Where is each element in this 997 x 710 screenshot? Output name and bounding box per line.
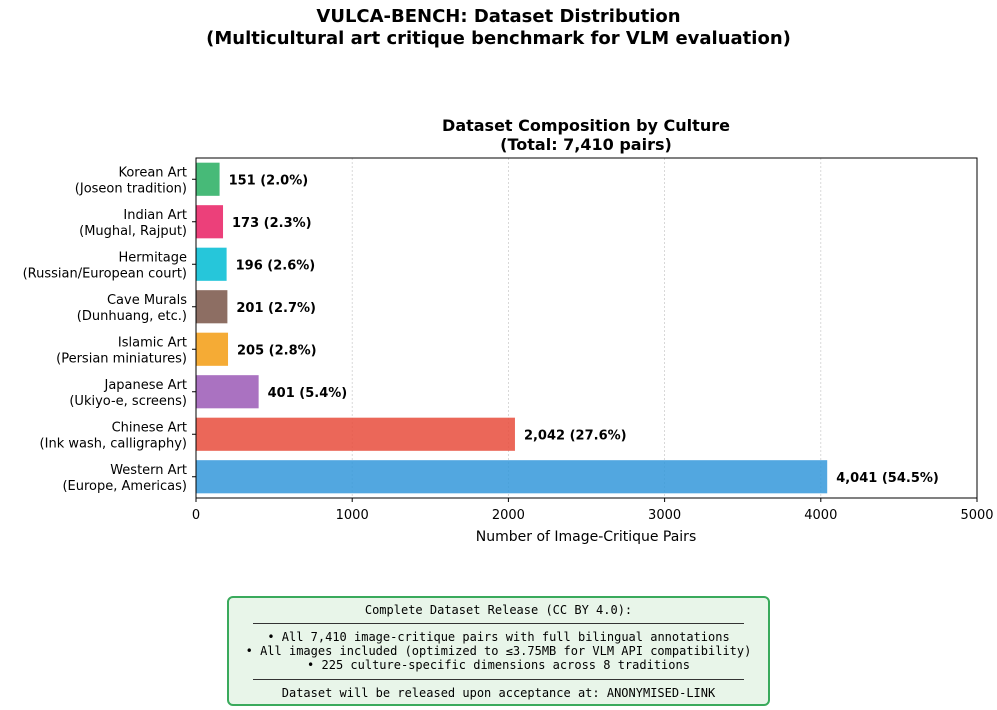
y-tick-label-line-2: (Ukiyo-e, screens) — [69, 394, 187, 409]
bar — [196, 162, 220, 196]
y-tick-label-line-1: Islamic Art — [118, 335, 187, 350]
x-tick-label: 0 — [192, 508, 200, 523]
y-tick-label-line-2: (Joseon tradition) — [75, 181, 187, 196]
chart-title-line-1: Dataset Composition by Culture — [442, 116, 730, 135]
release-note-heading: Complete Dataset Release (CC BY 4.0): — [364, 603, 633, 617]
y-tick-label-line-2: (Persian miniatures) — [56, 351, 187, 366]
bars: 4,041 (54.5%) 2,042 (27.6%) 401 (5.4%) 205 … — [196, 162, 939, 494]
y-tick-label-line-1: Cave Murals — [107, 293, 187, 308]
y-tick-label-line-1: Japanese Art — [104, 378, 188, 393]
y-axis-labels: Western Art(Europe, Americas) Chinese Art… — [23, 165, 196, 494]
release-note-rule-bottom — [253, 679, 744, 680]
grid-lines — [351, 158, 822, 498]
y-tick-label-line-1: Korean Art — [118, 165, 187, 180]
bar-chart: Dataset Composition by Culture (Total: 7… — [23, 116, 994, 545]
x-tick-label: 5000 — [960, 508, 993, 523]
x-axis-ticks: 0 1000 2000 3000 4000 5000 — [192, 498, 994, 523]
release-note-box: Complete Dataset Release (CC BY 4.0): • … — [227, 596, 770, 706]
bar-value-label: 151 (2.0%) — [229, 173, 309, 188]
bar — [196, 417, 515, 451]
y-tick-label-line-2: (Ink wash, calligraphy) — [40, 436, 187, 451]
bar — [196, 375, 259, 409]
figure-title-line-2: (Multicultural art critique benchmark fo… — [206, 28, 791, 49]
bar-value-label: 173 (2.3%) — [232, 216, 312, 231]
release-note-bullet-3: • 225 culture-specific dimensions across… — [307, 658, 690, 672]
bar — [196, 205, 224, 239]
y-tick-label-line-1: Chinese Art — [112, 420, 187, 435]
y-tick-label-line-1: Western Art — [110, 463, 187, 478]
plot-frame — [195, 157, 978, 499]
x-tick-label: 3000 — [648, 508, 681, 523]
y-tick-label-line-2: (Russian/European court) — [23, 266, 187, 281]
release-note-bullet-1: • All 7,410 image-critique pairs with fu… — [267, 630, 730, 644]
figure-title: VULCA-BENCH: Dataset Distribution (Multi… — [0, 6, 997, 50]
y-tick-label-line-1: Indian Art — [123, 208, 187, 223]
bar-value-label: 401 (5.4%) — [268, 386, 348, 401]
release-note-bullet-2: • All images included (optimized to ≤3.7… — [245, 644, 752, 658]
release-note-footer: Dataset will be released upon acceptance… — [281, 686, 716, 700]
bar-value-label: 2,042 (27.6%) — [524, 428, 627, 443]
bar-value-label: 201 (2.7%) — [236, 301, 316, 316]
chart-title-line-2: (Total: 7,410 pairs) — [500, 135, 672, 154]
x-axis-label: Number of Image-Critique Pairs — [476, 529, 697, 545]
figure-title-line-1: VULCA-BENCH: Dataset Distribution — [316, 6, 681, 27]
bar-value-label: 4,041 (54.5%) — [836, 471, 939, 486]
y-tick-label-line-2: (Dunhuang, etc.) — [77, 309, 187, 324]
bar — [196, 460, 828, 494]
bar — [196, 332, 229, 366]
bar-value-label: 196 (2.6%) — [236, 258, 316, 273]
y-tick-label-line-2: (Europe, Americas) — [62, 479, 187, 494]
x-tick-label: 1000 — [336, 508, 369, 523]
bar — [196, 290, 228, 324]
y-tick-label-line-1: Hermitage — [119, 250, 187, 265]
x-tick-label: 2000 — [492, 508, 525, 523]
bar-value-label: 205 (2.8%) — [237, 343, 317, 358]
x-tick-label: 4000 — [804, 508, 837, 523]
release-note-rule-top — [253, 623, 744, 624]
bar — [196, 247, 227, 281]
y-tick-label-line-2: (Mughal, Rajput) — [79, 224, 187, 239]
